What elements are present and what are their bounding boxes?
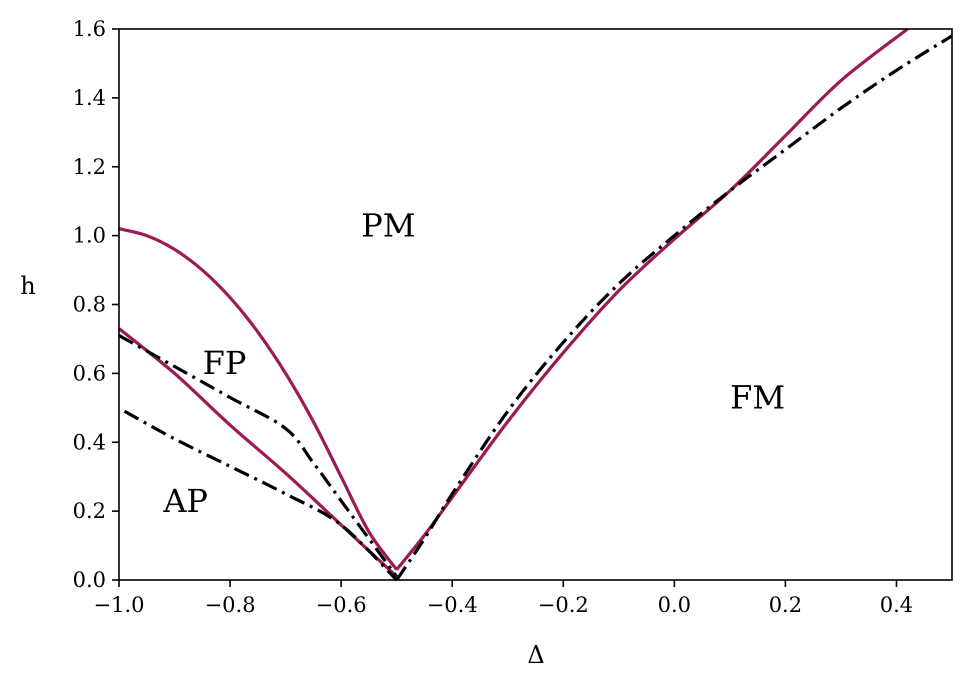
region-label-pm: PM [361,206,415,244]
y-tick-label: 1.2 [73,155,106,179]
y-axis-label: h [20,272,35,300]
x-tick-label: −0.4 [427,593,478,617]
y-tick-label: 0.4 [73,430,106,454]
region-label-fp: FP [203,344,247,382]
solid-boundary-line-1 [117,327,398,578]
y-tick-label: 0.6 [73,361,106,385]
solid-boundary-line-2 [395,27,909,571]
x-tick-label: −0.2 [538,593,589,617]
annotation-layer: PM FP AP FM [162,206,785,520]
x-tick-label: −1.0 [94,593,145,617]
y-tick-label: 1.4 [73,86,106,110]
x-tick-label: 0.0 [658,593,691,617]
region-label-ap: AP [162,482,208,520]
y-tick-label: 0.8 [73,293,106,317]
dashdot-boundary-line-4 [123,409,398,582]
ticks-layer: −1.0 −0.8 −0.6 −0.4 −0.2 0.0 0.2 0.4 0.0 0.2 0.4 0.… [73,17,914,617]
y-tick-label: 0.0 [73,568,106,592]
plot-frame [118,28,953,581]
series-layer [117,27,953,582]
solid-boundary-line-0 [118,227,398,571]
x-tick-label: 0.4 [880,593,913,617]
x-tick-label: −0.8 [205,593,256,617]
x-tick-label: 0.2 [769,593,802,617]
y-tick-label: 1.0 [73,224,106,248]
x-tick-label: −0.6 [316,593,367,617]
y-tick-label: 0.2 [73,499,106,523]
dashdot-boundary-line-3 [118,334,398,578]
y-tick-label: 1.6 [73,17,106,41]
x-axis-label: Δ [527,641,544,669]
dashdot-boundary-line-5 [395,34,953,581]
region-label-fm: FM [730,378,785,416]
